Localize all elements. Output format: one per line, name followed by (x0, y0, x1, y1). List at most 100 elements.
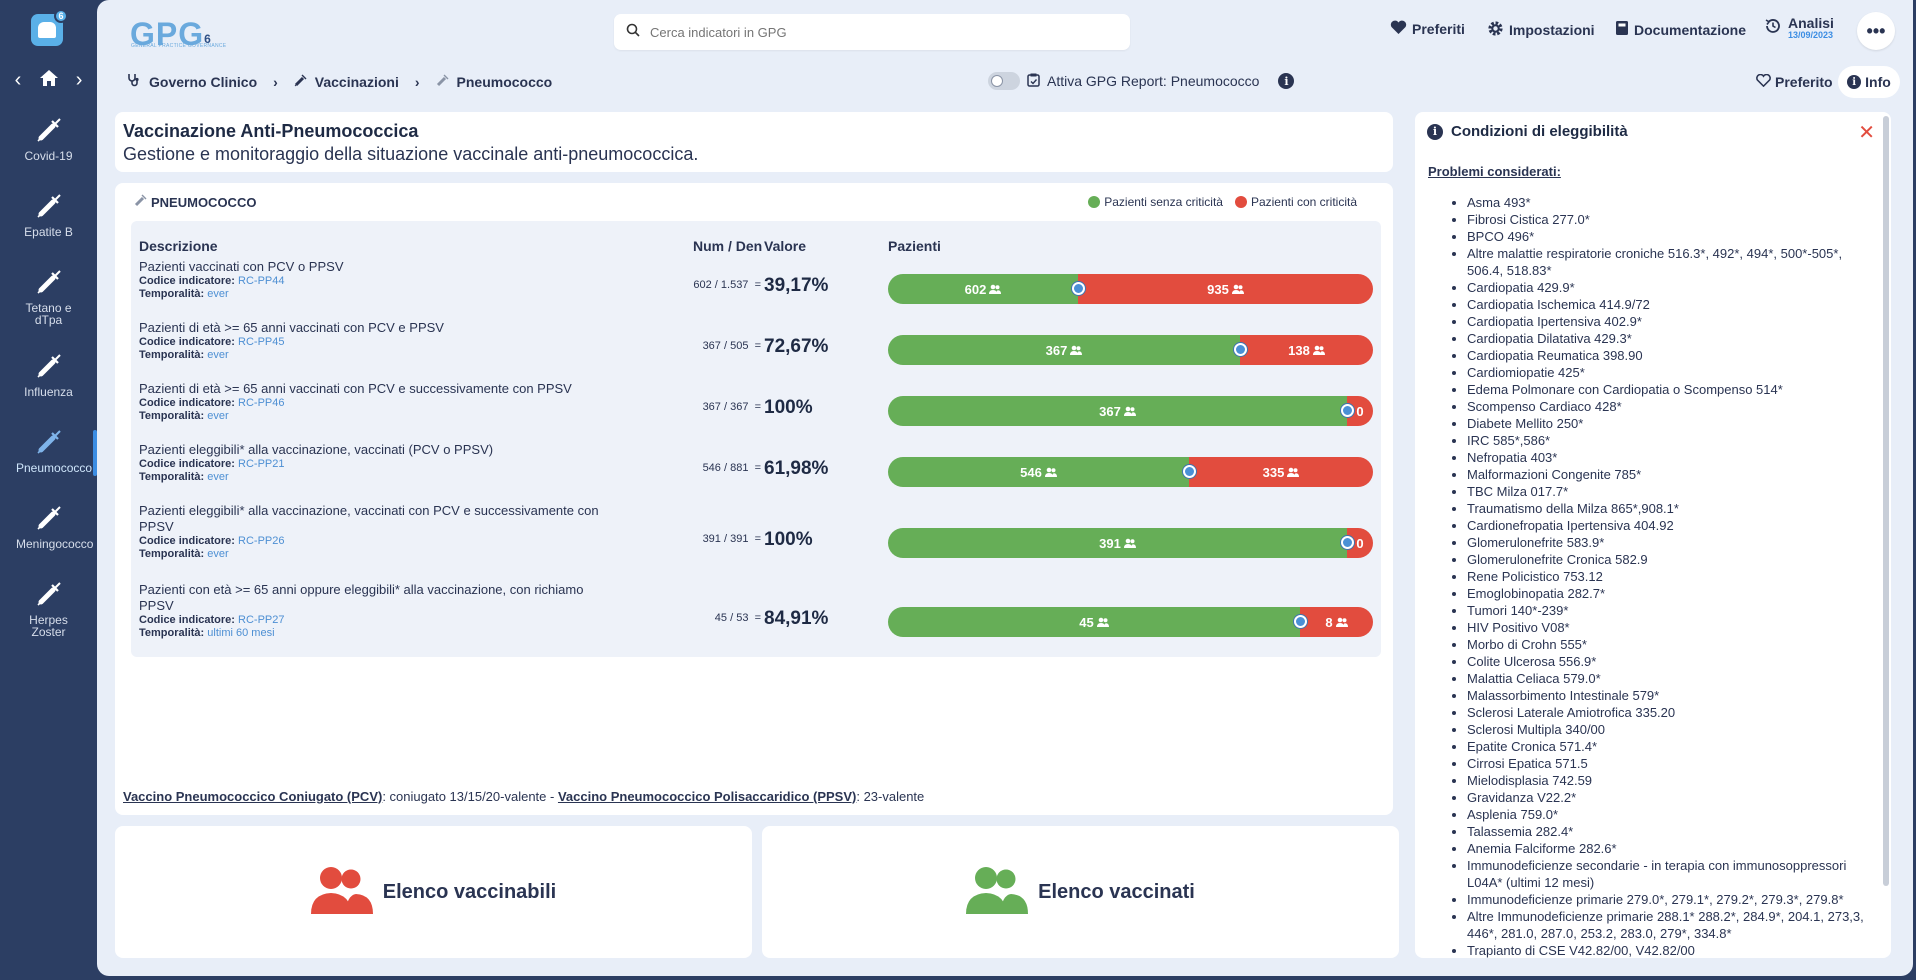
note-pcv[interactable]: Vaccino Pneumococcico Coniugato (PCV) (123, 789, 383, 804)
sidebar-item[interactable]: Covid-19 (0, 116, 97, 162)
panel-scrollbar[interactable] (1883, 116, 1889, 886)
patient-bar[interactable]: 602 935 (888, 274, 1373, 304)
sidebar-item[interactable]: Herpes Zoster (0, 580, 97, 638)
numden-value: 546 / 881 (702, 462, 749, 474)
temporalita-value: ever (207, 548, 229, 560)
top-bar: GPG6 GENERAL PRACTICE GOVERNANCE Preferi… (97, 0, 1913, 62)
bar-ok-segment[interactable]: 391 (888, 528, 1347, 558)
heart-outline-icon (1756, 73, 1771, 90)
ok-count: 45 (1079, 614, 1094, 630)
search-icon (626, 23, 640, 42)
info-button[interactable]: i Info (1838, 66, 1900, 98)
temp-label: Temporalità: (139, 471, 205, 483)
bar-bad-segment[interactable]: 0 (1347, 528, 1373, 558)
temporalita-value: ever (207, 410, 229, 422)
bar-ok-segment[interactable]: 602 (888, 274, 1078, 304)
sidebar-item[interactable]: Meningococco (0, 504, 97, 550)
col-header-valore: Valore (764, 238, 807, 254)
gpg-logo[interactable]: GPG6 (130, 16, 212, 53)
history-icon (1764, 17, 1782, 40)
preferiti-label: Preferiti (1412, 21, 1465, 37)
condition-item: Immunodeficienze secondarie - in terapia… (1467, 857, 1873, 891)
bad-count: 335 (1262, 464, 1285, 480)
breadcrumb-item-pneumococco[interactable]: Pneumococco (456, 73, 553, 90)
patient-bar[interactable]: 45 8 (888, 607, 1373, 637)
patient-bar[interactable]: 391 0 (888, 528, 1373, 558)
code-label: Codice indicatore: (139, 614, 235, 626)
note-ppsv[interactable]: Vaccino Pneumococcico Polisaccaridico (P… (557, 789, 857, 804)
breadcrumb-item-governo[interactable]: Governo Clinico (149, 73, 258, 90)
numden-value: 367 / 505 (702, 340, 749, 352)
search-input[interactable] (650, 24, 1090, 40)
preferito-link[interactable]: Preferito (1756, 73, 1833, 90)
row-value: 61,98% (764, 458, 829, 479)
app-logo[interactable]: 6 (31, 9, 68, 46)
row-code: Codice indicatore: RC-PP27 (139, 614, 619, 627)
breadcrumb-item-vaccinazioni[interactable]: Vaccinazioni (314, 73, 399, 90)
main-frame: GPG6 GENERAL PRACTICE GOVERNANCE Preferi… (97, 0, 1913, 976)
condition-item: Edema Polmonare con Cardiopatia o Scompe… (1467, 381, 1873, 398)
back-arrow-icon[interactable]: ‹ (14, 69, 22, 91)
sidebar-item-label: Herpes Zoster (29, 613, 68, 639)
users-icon (1070, 343, 1083, 358)
vaccinabili-label: Elenco vaccinabili (382, 880, 557, 903)
indicator-code-link[interactable]: RC-PP26 (238, 535, 285, 547)
documentazione-label: Documentazione (1634, 21, 1747, 38)
panel-header: i Condizioni di eleggibilità (1427, 123, 1628, 140)
condition-item: Rene Policistico 753.12 (1467, 568, 1873, 585)
green-dot-icon (1088, 196, 1101, 208)
indicator-code-link[interactable]: RC-PP44 (238, 275, 285, 287)
indicator-code-link[interactable]: RC-PP21 (238, 458, 285, 470)
info-icon[interactable]: i (1278, 73, 1295, 89)
row-value: 100% (764, 397, 813, 418)
bar-bad-segment[interactable]: 8 (1300, 607, 1373, 637)
row-code: Codice indicatore: RC-PP26 (139, 535, 619, 548)
condition-item: Altre Immunodeficienze primarie 288.1* 2… (1467, 908, 1873, 942)
legend-bad: Pazienti con criticità (1234, 195, 1357, 209)
more-menu-button[interactable]: ••• (1857, 12, 1895, 50)
analisi-link[interactable]: Analisi 13/09/2023 (1764, 16, 1834, 40)
bar-bad-segment[interactable]: 138 (1240, 335, 1373, 365)
search-box[interactable] (614, 14, 1130, 50)
indicator-code-link[interactable]: RC-PP45 (238, 336, 285, 348)
condition-item: Malformazioni Congenite 785* (1467, 466, 1873, 483)
panel-subtitle: Problemi considerati: (1428, 164, 1561, 179)
indicator-code-link[interactable]: RC-PP46 (238, 397, 285, 409)
indicator-card: PNEUMOCOCCO Pazienti senza criticità Paz… (115, 183, 1393, 815)
bad-count: 0 (1356, 535, 1364, 551)
condition-item: Glomerulonefrite Cronica 582.9 (1467, 551, 1873, 568)
patient-bar[interactable]: 546 335 (888, 457, 1373, 487)
bar-bad-segment[interactable]: 335 (1189, 457, 1373, 487)
bar-ok-segment[interactable]: 45 (888, 607, 1300, 637)
condition-item: Colite Ulcerosa 556.9* (1467, 653, 1873, 670)
sidebar-item[interactable]: Tetano e dTpa (0, 268, 97, 326)
preferiti-link[interactable]: Preferiti (1390, 20, 1465, 38)
patient-bar[interactable]: 367 0 (888, 396, 1373, 426)
documentazione-link[interactable]: Documentazione (1615, 20, 1746, 39)
indicator-code-link[interactable]: RC-PP27 (238, 614, 285, 626)
close-icon[interactable]: ✕ (1858, 122, 1875, 144)
legend-ok-label: Pazienti senza criticità (1104, 195, 1223, 209)
bar-ok-segment[interactable]: 546 (888, 457, 1189, 487)
bar-bad-segment[interactable]: 935 (1078, 274, 1373, 304)
bar-ok-segment[interactable]: 367 (888, 396, 1347, 426)
legend: Pazienti senza criticità Pazienti con cr… (1088, 195, 1357, 209)
elenco-vaccinati-button[interactable]: Elenco vaccinati (762, 826, 1399, 958)
sidebar-item[interactable]: Pneumococco (0, 428, 97, 476)
syringe-icon (134, 194, 147, 210)
ok-count: 602 (964, 281, 987, 297)
elenco-vaccinabili-button[interactable]: Elenco vaccinabili (115, 826, 752, 958)
sidebar-item[interactable]: Influenza (0, 352, 97, 398)
note-pcv-text: : coniugato 13/15/20-valente - (382, 789, 558, 804)
row-temporalita: Temporalità: ever (139, 349, 619, 362)
conditions-list: Asma 493*Fibrosi Cistica 277.0*BPCO 496*… (1453, 194, 1873, 958)
home-icon[interactable] (39, 69, 59, 91)
bar-ok-segment[interactable]: 367 (888, 335, 1240, 365)
impostazioni-link[interactable]: Impostazioni (1487, 20, 1595, 40)
temp-label: Temporalità: (139, 288, 205, 300)
row-numden: 546 / 881 = (651, 462, 761, 474)
report-toggle[interactable] (988, 72, 1020, 90)
sidebar-item[interactable]: Epatite B (0, 192, 97, 238)
patient-bar[interactable]: 367 138 (888, 335, 1373, 365)
forward-arrow-icon[interactable]: › (75, 69, 83, 91)
